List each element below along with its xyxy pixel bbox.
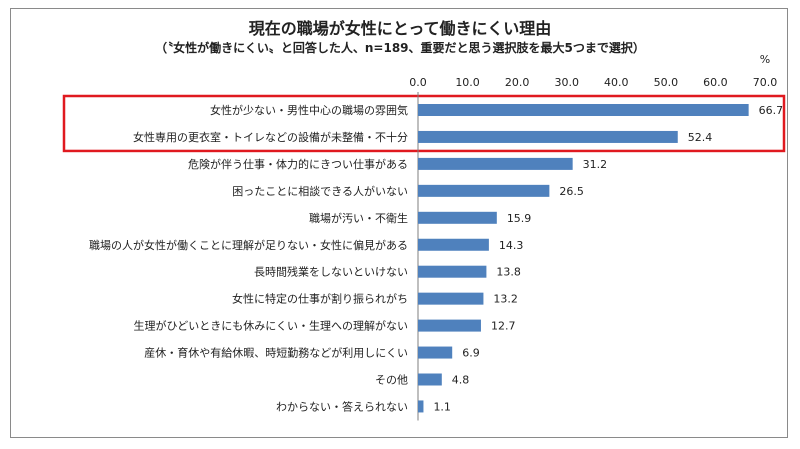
bar — [418, 157, 573, 170]
highlight-box — [62, 94, 786, 153]
bar — [418, 130, 678, 143]
bar — [418, 238, 489, 251]
x-tick-label: 0.0 — [409, 76, 427, 89]
value-label: 13.8 — [496, 266, 521, 279]
x-tick-label: 40.0 — [604, 76, 629, 89]
bar — [418, 400, 424, 413]
x-tick-label: 60.0 — [703, 76, 728, 89]
axis-unit-label: % — [760, 53, 770, 66]
bar — [418, 319, 481, 332]
chart-title: 現在の職場が女性にとって働きにくい理由 — [248, 19, 552, 38]
category-label: わからない・答えられない — [276, 399, 408, 413]
category-label: 生理がひどいときにも休みにくい・生理への理解がない — [134, 319, 408, 333]
category-label: 危険が伴う仕事・体力的にきつい仕事がある — [188, 157, 408, 171]
x-tick-label: 70.0 — [753, 76, 778, 89]
x-tick-label: 50.0 — [654, 76, 679, 89]
category-label: 産休・育休や有給休暇、時短勤務などが利用しにくい — [144, 346, 408, 360]
value-label: 6.9 — [462, 347, 480, 360]
value-label: 66.7 — [759, 104, 784, 117]
chart-frame — [10, 8, 788, 438]
category-label: 長時間残業をしないといけない — [254, 265, 408, 279]
x-tick-label: 30.0 — [554, 76, 579, 89]
category-label: 女性専用の更衣室・トイレなどの設備が未整備・不十分 — [133, 130, 408, 144]
bar — [418, 184, 550, 197]
bar — [418, 292, 484, 305]
category-label: 女性に特定の仕事が割り振られがち — [232, 292, 408, 306]
bar — [418, 104, 749, 116]
value-label: 14.3 — [499, 239, 524, 252]
bar — [418, 265, 487, 278]
category-label: 職場の人が女性が働くことに理解が足りない・女性に偏見がある — [89, 238, 408, 252]
category-label: 女性が少ない・男性中心の職場の雰囲気 — [210, 103, 408, 117]
value-label: 12.7 — [491, 320, 515, 333]
x-tick-label: 10.0 — [455, 76, 480, 89]
value-label: 15.9 — [507, 212, 532, 225]
value-label: 1.1 — [433, 400, 451, 413]
value-label: 26.5 — [559, 185, 584, 198]
value-label: 13.2 — [493, 293, 518, 306]
value-label: 31.2 — [583, 158, 608, 171]
bar — [418, 211, 497, 224]
x-tick-label: 20.0 — [505, 76, 530, 89]
category-label: 職場が汚い・不衛生 — [309, 211, 408, 225]
value-label: 4.8 — [452, 374, 470, 387]
category-label: 困ったことに相談できる人がいない — [232, 184, 408, 198]
chart-subtitle: （〝女性が働きにくい〟と回答した人、n=189、重要だと思う選択肢を最大5つまで… — [155, 41, 645, 55]
category-label: その他 — [375, 374, 408, 387]
bar — [418, 373, 442, 386]
bar — [418, 346, 453, 359]
value-label: 52.4 — [688, 131, 713, 144]
